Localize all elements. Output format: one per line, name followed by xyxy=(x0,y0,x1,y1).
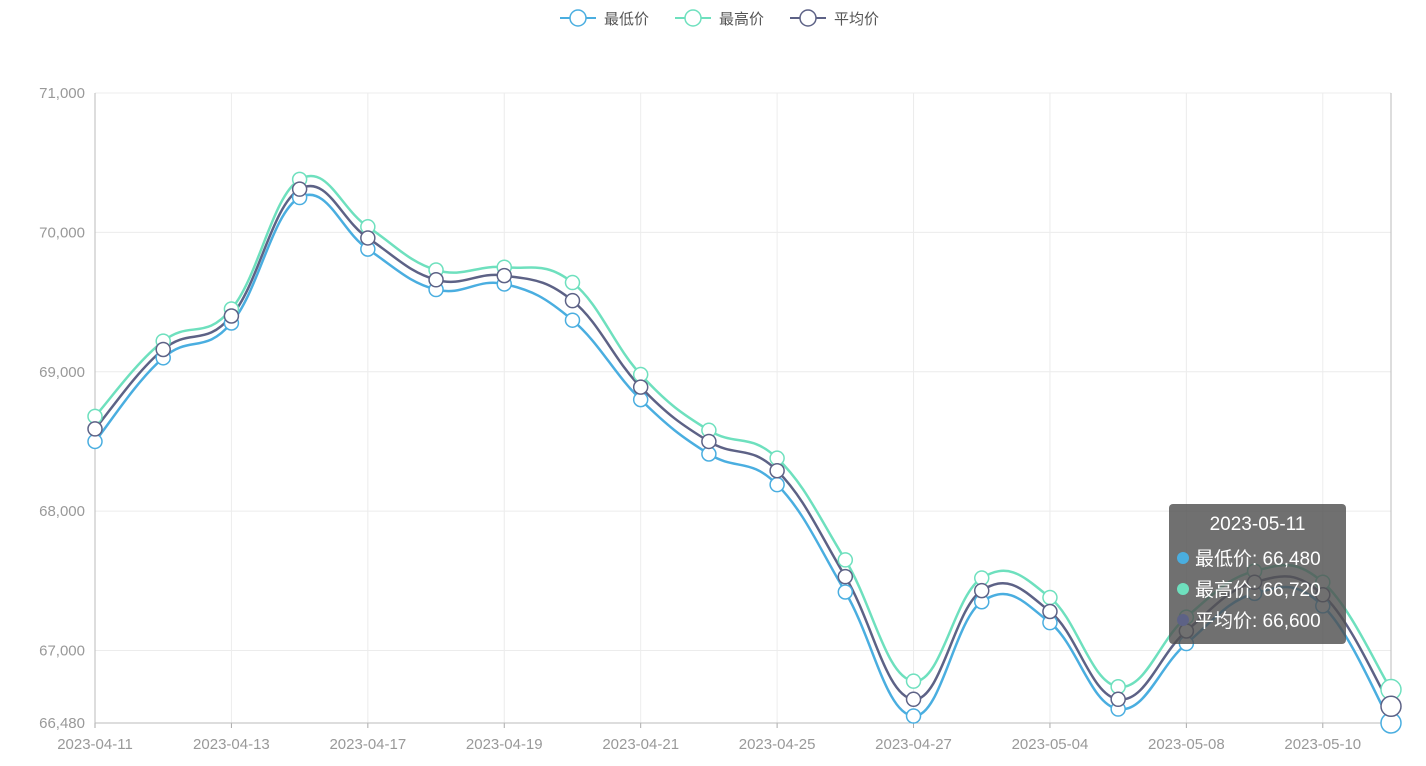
x-tick-label: 2023-04-27 xyxy=(875,736,952,753)
series-dot-icon xyxy=(1177,551,1189,564)
axes: 66,480 67,000 68,000 69,000 70,000 71,000 2023… xyxy=(39,85,1392,753)
legend-item[interactable]: 最低价 xyxy=(560,9,649,28)
tooltip-row-avg: 平均价: 66,600 xyxy=(1177,604,1338,635)
tooltip-title: 2023-05-11 xyxy=(1209,514,1306,535)
data-point[interactable] xyxy=(496,267,513,284)
tooltip: 2023-05-11 最低价: 66,480 最高价: 66,720 平均价: … xyxy=(1169,504,1346,644)
data-point[interactable] xyxy=(564,274,581,291)
data-point[interactable] xyxy=(428,272,444,288)
tooltip-row-label: 最低价: 66,480 xyxy=(1195,549,1321,570)
data-point[interactable] xyxy=(632,379,649,395)
x-tick-label: 2023-04-13 xyxy=(193,736,270,753)
x-tick-label: 2023-05-08 xyxy=(1148,736,1225,753)
data-point[interactable] xyxy=(837,552,854,568)
legend[interactable]: 最低价 最高价 平均价 xyxy=(560,9,879,28)
y-tick-label: 70,000 xyxy=(39,224,85,241)
y-tick-label: 66,480 xyxy=(39,715,85,732)
data-point[interactable] xyxy=(1042,589,1058,606)
data-point[interactable] xyxy=(1110,691,1126,708)
data-point[interactable] xyxy=(360,230,376,246)
data-point[interactable] xyxy=(905,673,922,689)
data-point[interactable] xyxy=(155,341,171,358)
x-tick-label: 2023-04-19 xyxy=(466,736,543,753)
y-tick-label: 68,000 xyxy=(39,503,85,520)
data-point[interactable] xyxy=(223,308,240,324)
legend-circle-icon xyxy=(569,9,587,27)
y-tick-label: 71,000 xyxy=(39,85,85,102)
x-tick-label: 2023-05-04 xyxy=(1012,736,1089,753)
data-point[interactable] xyxy=(1042,603,1058,620)
data-point[interactable] xyxy=(905,691,922,708)
y-tick-label: 67,000 xyxy=(39,643,85,660)
y-tick-label: 69,000 xyxy=(39,364,85,381)
data-point[interactable] xyxy=(87,421,103,437)
data-point[interactable] xyxy=(837,584,854,600)
x-tick-label: 2023-04-17 xyxy=(329,736,406,753)
legend-label: 平均价 xyxy=(834,11,879,28)
tooltip-row-low: 最低价: 66,480 xyxy=(1177,542,1338,573)
data-point[interactable] xyxy=(291,181,308,197)
x-tick-label: 2023-05-10 xyxy=(1284,736,1361,753)
data-point[interactable] xyxy=(837,568,854,585)
legend-item[interactable]: 最高价 xyxy=(675,9,764,28)
series-lines xyxy=(87,171,1402,734)
data-point[interactable] xyxy=(564,312,581,328)
legend-label: 最低价 xyxy=(604,11,649,28)
data-point[interactable] xyxy=(769,462,785,479)
data-point[interactable] xyxy=(1380,695,1402,718)
legend-label: 最高价 xyxy=(719,11,764,28)
legend-circle-icon xyxy=(684,9,702,27)
legend-circle-icon xyxy=(799,9,817,27)
x-tick-label: 2023-04-21 xyxy=(602,736,679,753)
data-point[interactable] xyxy=(564,292,581,309)
series-dot-icon xyxy=(1177,582,1189,595)
x-tick-label: 2023-04-25 xyxy=(739,736,816,753)
tooltip-row-high: 最高价: 66,720 xyxy=(1177,573,1338,604)
data-point[interactable] xyxy=(973,582,990,599)
series-dot-icon xyxy=(1177,613,1189,626)
legend-item[interactable]: 平均价 xyxy=(790,9,879,28)
data-point[interactable] xyxy=(905,708,922,724)
tooltip-row-label: 平均价: 66,600 xyxy=(1195,611,1321,632)
tooltip-row-label: 最高价: 66,720 xyxy=(1195,580,1321,601)
data-point[interactable] xyxy=(701,433,717,450)
data-point[interactable] xyxy=(769,476,785,493)
x-tick-label: 2023-04-11 xyxy=(57,736,133,753)
